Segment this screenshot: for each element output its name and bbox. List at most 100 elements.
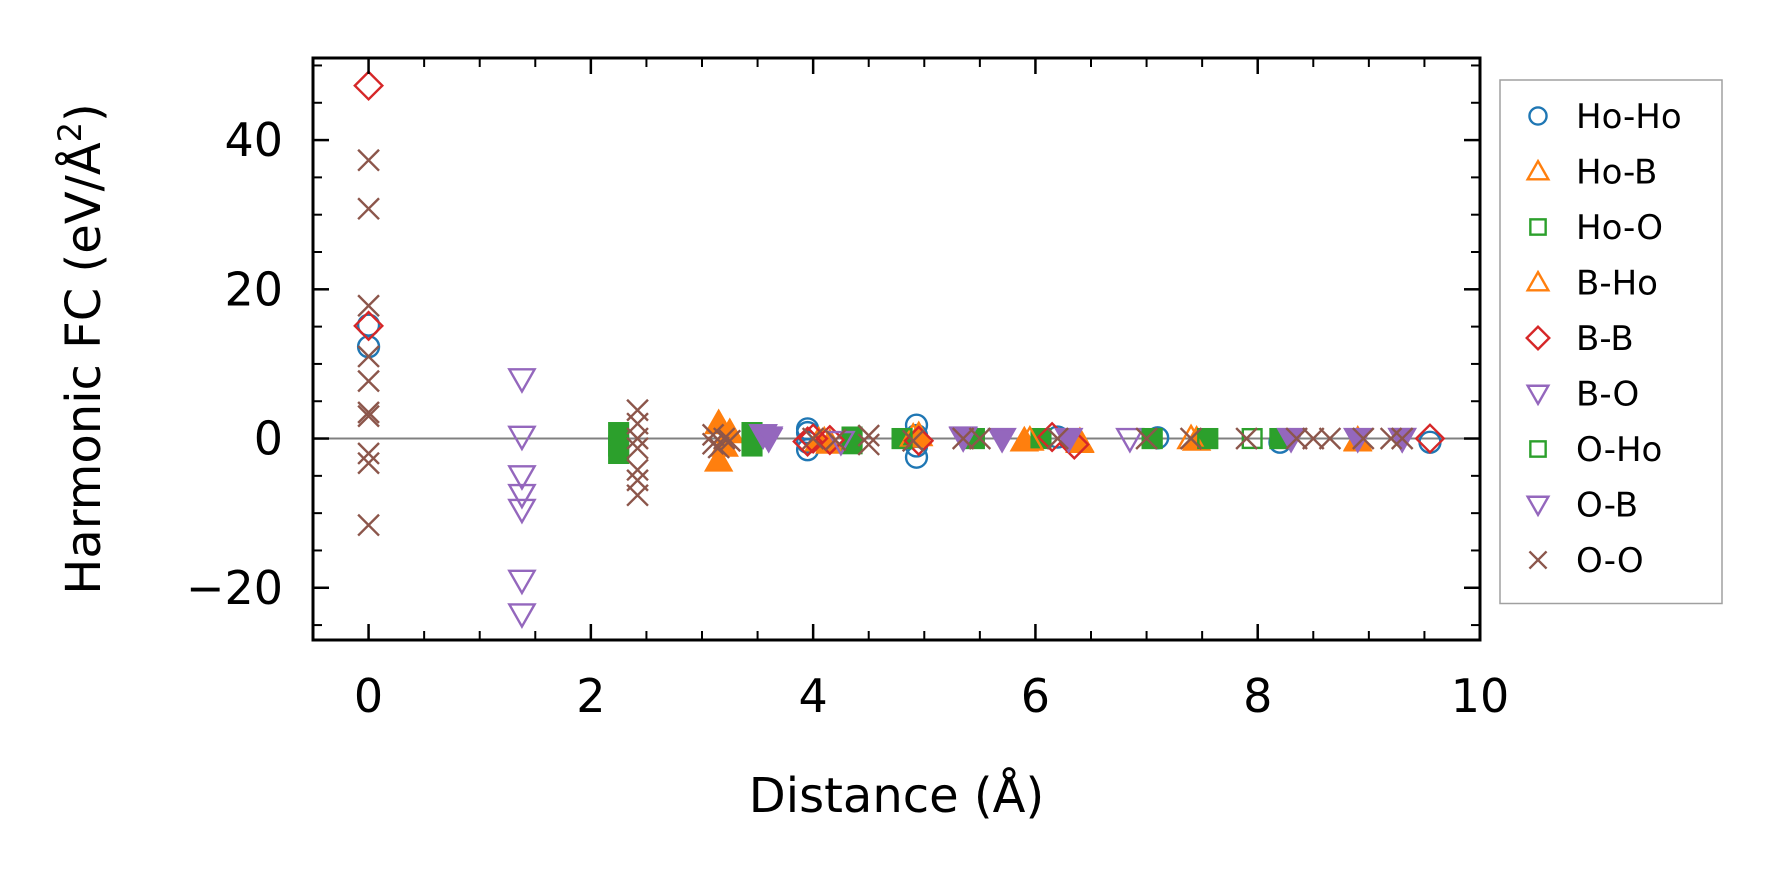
data-point	[1141, 427, 1163, 450]
x-marker-stroke	[357, 345, 380, 368]
data-point	[1197, 427, 1219, 450]
data-point	[507, 425, 537, 452]
x-marker-stroke	[857, 424, 881, 447]
tick-labels-layer: 0 2 4 6 8 10 −20 0 20 40	[186, 113, 1509, 723]
x-marker-stroke	[951, 427, 975, 450]
legend-marker	[1525, 158, 1551, 181]
data-point	[1352, 427, 1375, 450]
data-point	[703, 445, 734, 472]
y-axis-label-superscript: 2	[51, 122, 89, 142]
data-point	[718, 429, 742, 453]
data-point	[1241, 427, 1263, 450]
legend-item: B-B	[1525, 319, 1634, 359]
series-b-o	[507, 368, 1417, 629]
data-point	[357, 404, 380, 428]
data-point	[1390, 427, 1414, 450]
data-point	[901, 429, 925, 453]
x-marker-stroke	[357, 148, 380, 172]
x-marker-stroke	[701, 423, 725, 447]
x-marker-stroke	[357, 197, 380, 221]
y-tick-label: 20	[224, 262, 283, 316]
x-marker-stroke	[1528, 550, 1548, 570]
x-marker-stroke	[1046, 427, 1069, 450]
data-point	[824, 428, 847, 452]
data-point	[626, 427, 649, 450]
data-points-layer	[353, 70, 1446, 629]
data-point	[357, 451, 380, 475]
data-point	[1046, 427, 1069, 450]
data-point	[712, 427, 736, 450]
data-point	[826, 430, 856, 457]
legend-label: O-Ho	[1576, 430, 1662, 470]
data-point	[626, 458, 649, 482]
data-point	[753, 426, 784, 453]
x-marker-stroke	[701, 432, 725, 456]
data-point	[1115, 427, 1145, 454]
x-marker-stroke	[626, 483, 649, 507]
data-point	[357, 513, 380, 537]
x-tick-label: 8	[1243, 669, 1272, 723]
data-point	[801, 427, 825, 450]
x-marker-stroke	[712, 427, 736, 450]
legend-label: O-O	[1576, 541, 1644, 581]
legend-label: O-B	[1576, 486, 1638, 526]
data-point	[357, 294, 380, 318]
data-point	[1379, 427, 1403, 450]
x-marker-stroke	[1301, 427, 1325, 450]
x-marker-stroke	[626, 458, 649, 482]
legend-item: B-O	[1525, 375, 1639, 415]
legend-marker	[1525, 495, 1551, 518]
legend-box	[1499, 79, 1723, 605]
data-point	[507, 465, 537, 491]
data-point	[1301, 427, 1325, 450]
data-point	[626, 436, 649, 460]
x-marker-stroke	[857, 433, 881, 456]
x-marker-stroke	[357, 369, 380, 393]
x-marker-stroke	[357, 294, 380, 318]
legend-label: B-B	[1576, 319, 1634, 359]
x-marker-stroke	[357, 513, 380, 537]
data-point	[507, 603, 537, 629]
x-marker-stroke	[901, 429, 925, 453]
data-point	[507, 569, 537, 596]
x-marker-stroke	[1285, 427, 1308, 450]
y-tick-label: −20	[186, 561, 283, 615]
x-marker-stroke	[1318, 427, 1342, 450]
legend: Ho-Ho Ho-B Ho-O B-Ho B-B B-O O-Ho O-B O-O	[1499, 79, 1723, 605]
data-point	[357, 148, 380, 172]
legend-item: Ho-O	[1529, 208, 1663, 248]
legend-label: B-O	[1576, 375, 1639, 415]
data-point	[608, 442, 630, 465]
x-marker-stroke	[718, 429, 742, 453]
x-tick-label: 2	[576, 669, 605, 723]
y-tick-label: 40	[224, 113, 283, 167]
x-tick-label: 0	[354, 669, 383, 723]
data-point	[857, 433, 881, 456]
legend-marker	[1529, 440, 1547, 458]
x-tick-label: 6	[1021, 669, 1050, 723]
data-point	[1015, 424, 1045, 451]
series-b-b	[353, 70, 1446, 460]
x-marker-stroke	[1379, 427, 1403, 450]
legend-item: O-O	[1528, 541, 1644, 581]
legend-label: B-Ho	[1576, 264, 1658, 304]
data-point	[951, 427, 975, 450]
data-point	[357, 369, 380, 393]
data-point	[608, 422, 630, 444]
x-tick-label: 10	[1451, 669, 1510, 723]
legend-item: Ho-B	[1525, 153, 1657, 193]
data-point	[357, 401, 380, 424]
x-axis-label: Distance (Å)	[749, 767, 1044, 824]
ticks-layer	[312, 58, 1482, 640]
legend-marker	[1528, 106, 1548, 126]
y-axis-label: Harmonic FC (eV/Å2)	[51, 103, 112, 595]
data-point	[1285, 427, 1308, 450]
data-point	[968, 427, 992, 450]
legend-marker	[1525, 384, 1551, 407]
data-point	[353, 310, 385, 342]
data-point	[353, 70, 385, 102]
x-marker-stroke	[1235, 427, 1258, 450]
x-marker-stroke	[357, 404, 380, 428]
